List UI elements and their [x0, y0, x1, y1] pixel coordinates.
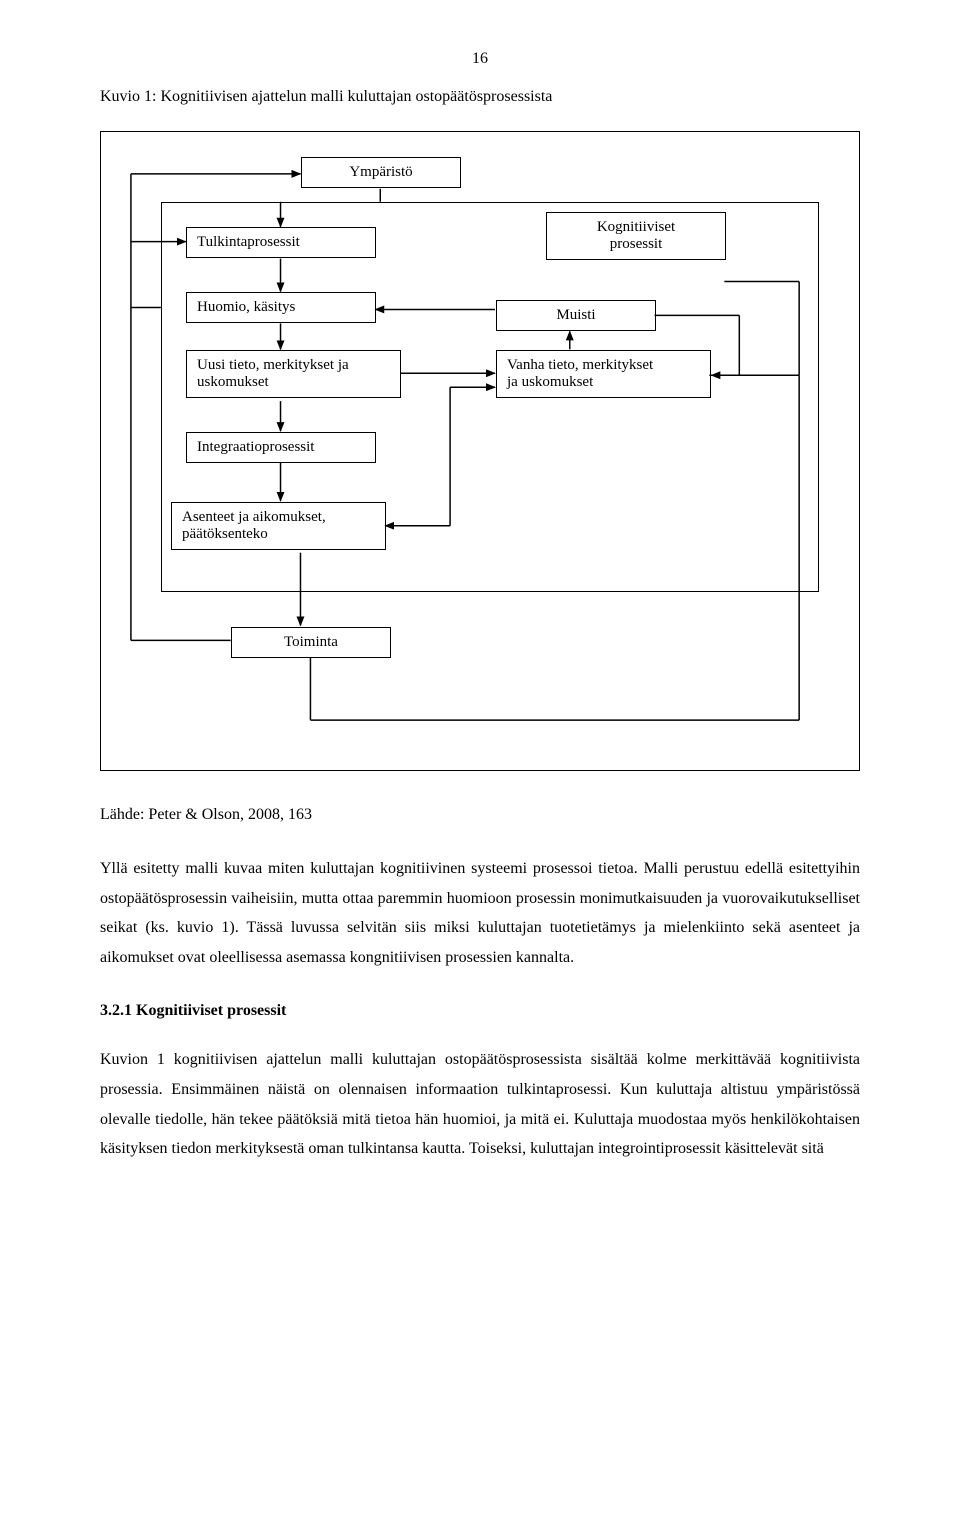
node-huomio-kasitys: Huomio, käsitys: [186, 292, 376, 323]
node-asenteet: Asenteet ja aikomukset, päätöksenteko: [171, 502, 386, 550]
node-ymparisto: Ympäristö: [301, 157, 461, 188]
node-label-line: prosessit: [557, 236, 715, 253]
node-label-line: Kognitiiviset: [557, 219, 715, 236]
node-label-line: ja uskomukset: [507, 374, 700, 391]
node-label: Toiminta: [284, 634, 338, 650]
node-integraatioprosessit: Integraatioprosessit: [186, 432, 376, 463]
page-number: 16: [100, 50, 860, 68]
node-label: Muisti: [556, 307, 595, 323]
node-label-line: Uusi tieto, merkitykset ja: [197, 357, 390, 374]
node-label: Integraatioprosessit: [197, 439, 314, 455]
node-uusi-tieto: Uusi tieto, merkitykset ja uskomukset: [186, 350, 401, 398]
node-tulkintaprosessit: Tulkintaprosessit: [186, 227, 376, 258]
figure-source: Lähde: Peter & Olson, 2008, 163: [100, 806, 860, 824]
node-label-line: päätöksenteko: [182, 526, 375, 543]
section-heading: 3.2.1 Kognitiiviset prosessit: [100, 1002, 860, 1020]
node-label: Ympäristö: [349, 164, 412, 180]
node-label-line: Asenteet ja aikomukset,: [182, 509, 375, 526]
node-label: Tulkintaprosessit: [197, 234, 300, 250]
node-vanha-tieto: Vanha tieto, merkitykset ja uskomukset: [496, 350, 711, 398]
node-muisti: Muisti: [496, 300, 656, 331]
diagram-outer-frame: Ympäristö Tulkintaprosessit Kognitiivise…: [100, 131, 860, 771]
body-paragraph: Kuvion 1 kognitiivisen ajattelun malli k…: [100, 1045, 860, 1163]
node-kognitiiviset-prosessit: Kognitiiviset prosessit: [546, 212, 726, 260]
node-label-line: uskomukset: [197, 374, 390, 391]
figure-title: Kuvio 1: Kognitiivisen ajattelun malli k…: [100, 88, 860, 106]
body-paragraph: Yllä esitetty malli kuvaa miten kuluttaj…: [100, 854, 860, 972]
node-toiminta: Toiminta: [231, 627, 391, 658]
node-label-line: Vanha tieto, merkitykset: [507, 357, 700, 374]
node-label: Huomio, käsitys: [197, 299, 295, 315]
